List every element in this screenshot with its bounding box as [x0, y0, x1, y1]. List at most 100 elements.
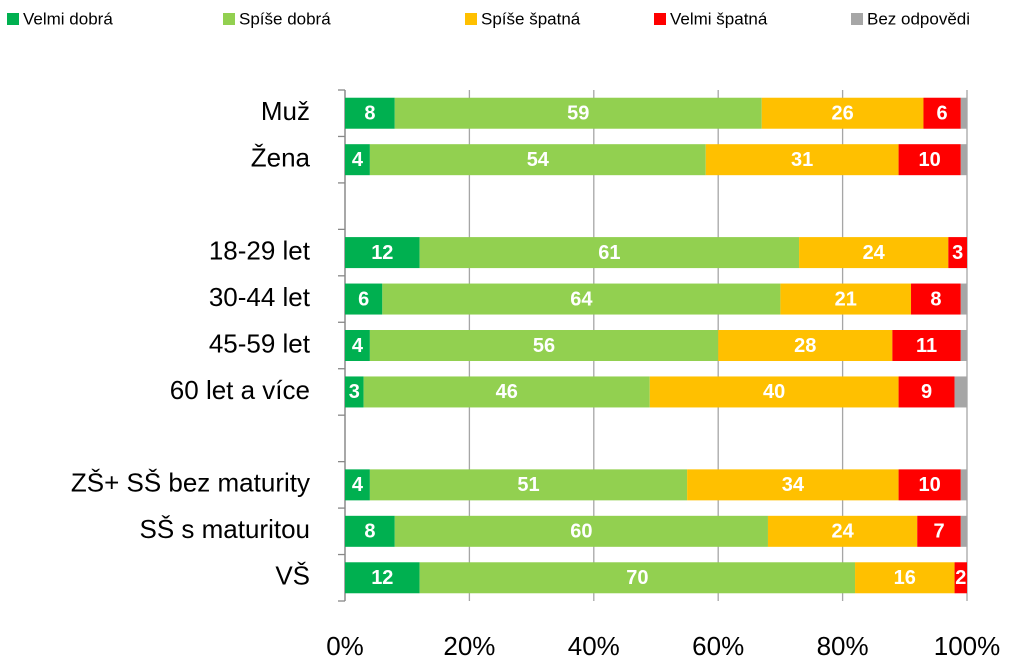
bar-segment — [419, 237, 800, 269]
bar-segment — [761, 97, 924, 129]
data-label: 12 — [371, 242, 393, 264]
legend-swatch — [7, 13, 19, 25]
data-label: 28 — [794, 335, 816, 357]
data-label: 3 — [952, 242, 963, 264]
data-label: 34 — [782, 474, 805, 496]
data-label: 4 — [352, 149, 364, 171]
bar-segment — [345, 469, 370, 501]
data-label: 10 — [919, 474, 941, 496]
data-label: 31 — [791, 149, 813, 171]
bar-segment — [382, 283, 781, 315]
x-tick-label: 60% — [692, 631, 744, 661]
data-label: 64 — [570, 288, 593, 310]
data-label: 6 — [358, 288, 369, 310]
bar-segment — [799, 237, 949, 269]
bar-segment — [917, 515, 961, 547]
bar-segment — [363, 376, 650, 408]
x-tick-label: 0% — [326, 631, 364, 661]
bar-segment — [923, 97, 961, 129]
bar-segment — [345, 97, 395, 129]
bar-segment — [369, 330, 719, 361]
data-label: 4 — [352, 474, 364, 496]
bar-segment — [345, 237, 420, 269]
bar-segment — [960, 330, 967, 361]
data-label: 51 — [517, 474, 539, 496]
data-label: 24 — [831, 521, 854, 543]
bar-segment — [960, 144, 967, 176]
bar-segment — [960, 283, 967, 315]
bar-segment — [369, 144, 706, 176]
bar-segment — [345, 376, 364, 408]
bar-segment — [345, 283, 383, 315]
legend-label: Velmi špatná — [670, 9, 768, 28]
data-label: 11 — [916, 335, 937, 357]
legend-label: Bez odpovědi — [867, 9, 970, 28]
legend-swatch — [851, 13, 863, 25]
data-label: 60 — [570, 521, 592, 543]
category-label: SŠ s maturitou — [139, 514, 310, 544]
bar-segment — [369, 469, 688, 501]
bar-segment — [394, 97, 762, 129]
data-label: 26 — [831, 103, 853, 125]
legend-label: Velmi dobrá — [23, 9, 113, 28]
legend-swatch — [654, 13, 666, 25]
data-label: 40 — [763, 381, 785, 403]
legend-swatch — [223, 13, 235, 25]
bar-segment — [892, 330, 961, 361]
bar-segment — [345, 330, 370, 361]
category-label: Muž — [261, 96, 310, 126]
data-label: 6 — [937, 103, 948, 125]
x-tick-label: 80% — [817, 631, 869, 661]
data-label: 8 — [930, 288, 941, 310]
bar-segment — [394, 515, 768, 547]
category-label: Žena — [251, 143, 311, 173]
bar-segment — [345, 515, 395, 547]
x-tick-label: 40% — [568, 631, 620, 661]
data-label: 46 — [496, 381, 518, 403]
bar-segment — [911, 283, 961, 315]
category-label: 45-59 let — [209, 328, 311, 358]
data-label: 12 — [371, 567, 393, 589]
x-tick-label: 100% — [934, 631, 1001, 661]
bar-segment — [649, 376, 899, 408]
category-label: 60 let a více — [170, 375, 310, 405]
bar-segment — [898, 144, 961, 176]
bar-segment — [954, 376, 967, 408]
category-label: 30-44 let — [209, 282, 311, 312]
data-label: 16 — [894, 567, 916, 589]
data-label: 3 — [349, 381, 360, 403]
bar-segment — [960, 515, 967, 547]
data-label: 54 — [527, 149, 550, 171]
legend-label: Spíše špatná — [481, 9, 581, 28]
bar-segment — [687, 469, 899, 501]
bar-segment — [767, 515, 918, 547]
data-label: 9 — [921, 381, 932, 403]
category-label: 18-29 let — [209, 235, 311, 265]
data-label: 56 — [533, 335, 555, 357]
bar-segment — [718, 330, 893, 361]
bar-segment — [345, 144, 370, 176]
bar-segment — [419, 562, 856, 594]
data-label: 8 — [364, 521, 375, 543]
bar-segment — [960, 97, 967, 129]
data-label: 7 — [933, 521, 944, 543]
data-label: 70 — [626, 567, 648, 589]
bar-segment — [705, 144, 899, 176]
x-tick-label: 20% — [443, 631, 495, 661]
data-label: 8 — [364, 103, 375, 125]
bar-segment — [855, 562, 955, 594]
data-label: 24 — [863, 242, 886, 264]
legend-label: Spíše dobrá — [239, 9, 331, 28]
data-label: 10 — [919, 149, 941, 171]
data-label: 21 — [835, 288, 857, 310]
bar-segment — [780, 283, 912, 315]
category-label: VŠ — [275, 561, 310, 591]
data-label: 59 — [567, 103, 589, 125]
data-label: 2 — [955, 567, 966, 589]
category-label: ZŠ+ SŠ bez maturity — [71, 468, 310, 498]
bar-segment — [948, 237, 967, 269]
bar-segment — [960, 469, 967, 501]
bar-segment — [898, 469, 961, 501]
legend-swatch — [465, 13, 477, 25]
